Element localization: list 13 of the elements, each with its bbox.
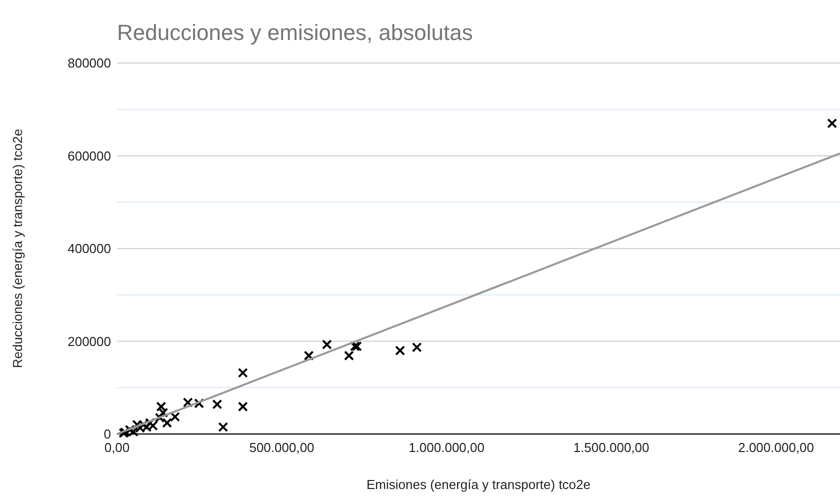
y-tick-label: 200000 — [68, 334, 111, 349]
x-axis-title: Emisiones (energía y transporte) tco2e — [366, 477, 590, 492]
y-tick-label: 800000 — [68, 56, 111, 71]
y-tick-label: 400000 — [68, 241, 111, 256]
chart-title: Reducciones y emisiones, absolutas — [117, 20, 473, 45]
x-tick-label: 0,00 — [104, 440, 130, 455]
y-axis-title: Reducciones (energía y transporte) tco2e — [10, 128, 25, 368]
x-tick-label: 1.000.000,00 — [408, 440, 484, 455]
x-tick-label: 2.000.000,00 — [738, 440, 814, 455]
x-tick-label: 500.000,00 — [249, 440, 314, 455]
y-tick-label: 600000 — [68, 148, 111, 164]
y-tick-label: 0 — [104, 426, 111, 442]
x-tick-label: 1.500.000,00 — [573, 440, 650, 455]
